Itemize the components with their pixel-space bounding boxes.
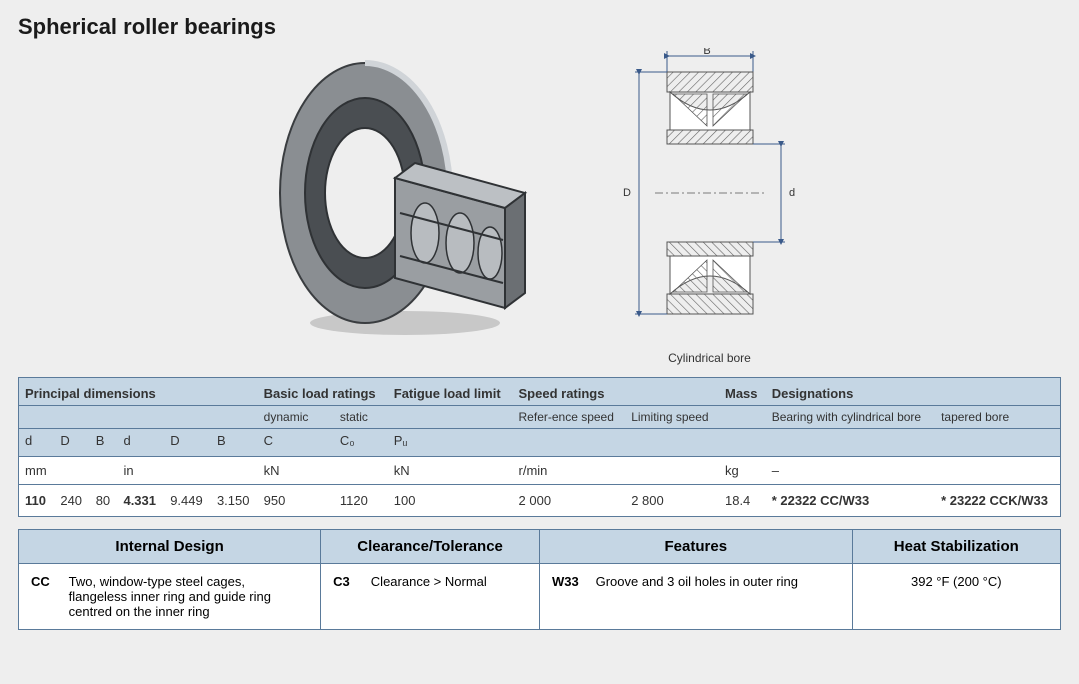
dim-label-D: D: [623, 187, 631, 199]
unit-in: in: [117, 457, 164, 485]
sym-C: C: [258, 429, 334, 457]
spec-sub-refspeed: Refer-ence speed: [513, 406, 626, 429]
unit-dash: –: [766, 457, 935, 485]
spec-unit-row: mm in kN kN r/min kg –: [19, 457, 1061, 485]
val-des-tap: * 23222 CCK/W33: [935, 485, 1060, 517]
val-refspeed: 2 000: [513, 485, 626, 517]
spec-sub-static: static: [334, 406, 388, 429]
spec-group-designations: Designations: [766, 378, 1061, 406]
val-B-mm: 80: [90, 485, 118, 517]
info-hdr-clearance: Clearance/Tolerance: [321, 530, 540, 564]
spec-group-mass: Mass: [719, 378, 766, 406]
info-cell-features: W33 Groove and 3 oil holes in outer ring: [539, 564, 852, 630]
val-Pu: 100: [388, 485, 513, 517]
spec-group-principal: Principal dimensions: [19, 378, 258, 406]
info-code-c3: C3: [333, 574, 367, 589]
sym-C0: C₀: [334, 429, 388, 457]
info-desc-w33: Groove and 3 oil holes in outer ring: [596, 574, 838, 589]
unit-kn2: kN: [388, 457, 513, 485]
unit-kn1: kN: [258, 457, 334, 485]
spec-group-speed: Speed ratings: [513, 378, 719, 406]
schematic-diagram: B: [595, 48, 825, 365]
sym-D: D: [54, 429, 89, 457]
info-table: Internal Design Clearance/Tolerance Feat…: [18, 529, 1061, 630]
unit-rmin: r/min: [513, 457, 626, 485]
info-cell-heat: 392 °F (200 °C): [852, 564, 1060, 630]
val-D-in: 9.449: [164, 485, 211, 517]
sym-d2: d: [117, 429, 164, 457]
info-hdr-features: Features: [539, 530, 852, 564]
page-title: Spherical roller bearings: [18, 14, 1061, 40]
val-mass: 18.4: [719, 485, 766, 517]
val-D-mm: 240: [54, 485, 89, 517]
info-hdr-heat: Heat Stabilization: [852, 530, 1060, 564]
info-desc-c3: Clearance > Normal: [371, 574, 525, 589]
info-code-cc: CC: [31, 574, 65, 589]
info-cell-clearance: C3 Clearance > Normal: [321, 564, 540, 630]
spec-sub-tapbore: tapered bore: [935, 406, 1060, 429]
info-hdr-internal: Internal Design: [19, 530, 321, 564]
unit-mm: mm: [19, 457, 55, 485]
info-desc-cc: Two, window-type steel cages, flangeless…: [69, 574, 306, 619]
dim-label-d: d: [789, 187, 795, 199]
val-B-in: 3.150: [211, 485, 258, 517]
spec-group-basicload: Basic load ratings: [258, 378, 388, 406]
val-C0: 1120: [334, 485, 388, 517]
hero-section: B: [18, 48, 1061, 365]
sym-Pu: Pᵤ: [388, 429, 513, 457]
spec-sub-limspeed: Limiting speed: [625, 406, 719, 429]
info-code-w33: W33: [552, 574, 592, 589]
val-C: 950: [258, 485, 334, 517]
unit-kg: kg: [719, 457, 766, 485]
sym-B2: B: [211, 429, 258, 457]
spec-sub-dynamic: dynamic: [258, 406, 334, 429]
val-limspeed: 2 800: [625, 485, 719, 517]
dim-label-b: B: [703, 48, 710, 57]
schematic-caption: Cylindrical bore: [595, 351, 825, 365]
spec-sub-cylbore: Bearing with cylindrical bore: [766, 406, 935, 429]
spec-table: Principal dimensions Basic load ratings …: [18, 377, 1061, 517]
info-cell-internal: CC Two, window-type steel cages, flangel…: [19, 564, 321, 630]
spec-data-row: 110 240 80 4.331 9.449 3.150 950 1120 10…: [19, 485, 1061, 517]
val-d-in: 4.331: [117, 485, 164, 517]
spec-group-fatigue: Fatigue load limit: [388, 378, 513, 406]
val-des-cyl: * 22322 CC/W33: [766, 485, 935, 517]
bearing-illustration: [255, 48, 535, 338]
sym-B: B: [90, 429, 118, 457]
sym-d: d: [19, 429, 55, 457]
val-d-mm: 110: [19, 485, 55, 517]
sym-D2: D: [164, 429, 211, 457]
